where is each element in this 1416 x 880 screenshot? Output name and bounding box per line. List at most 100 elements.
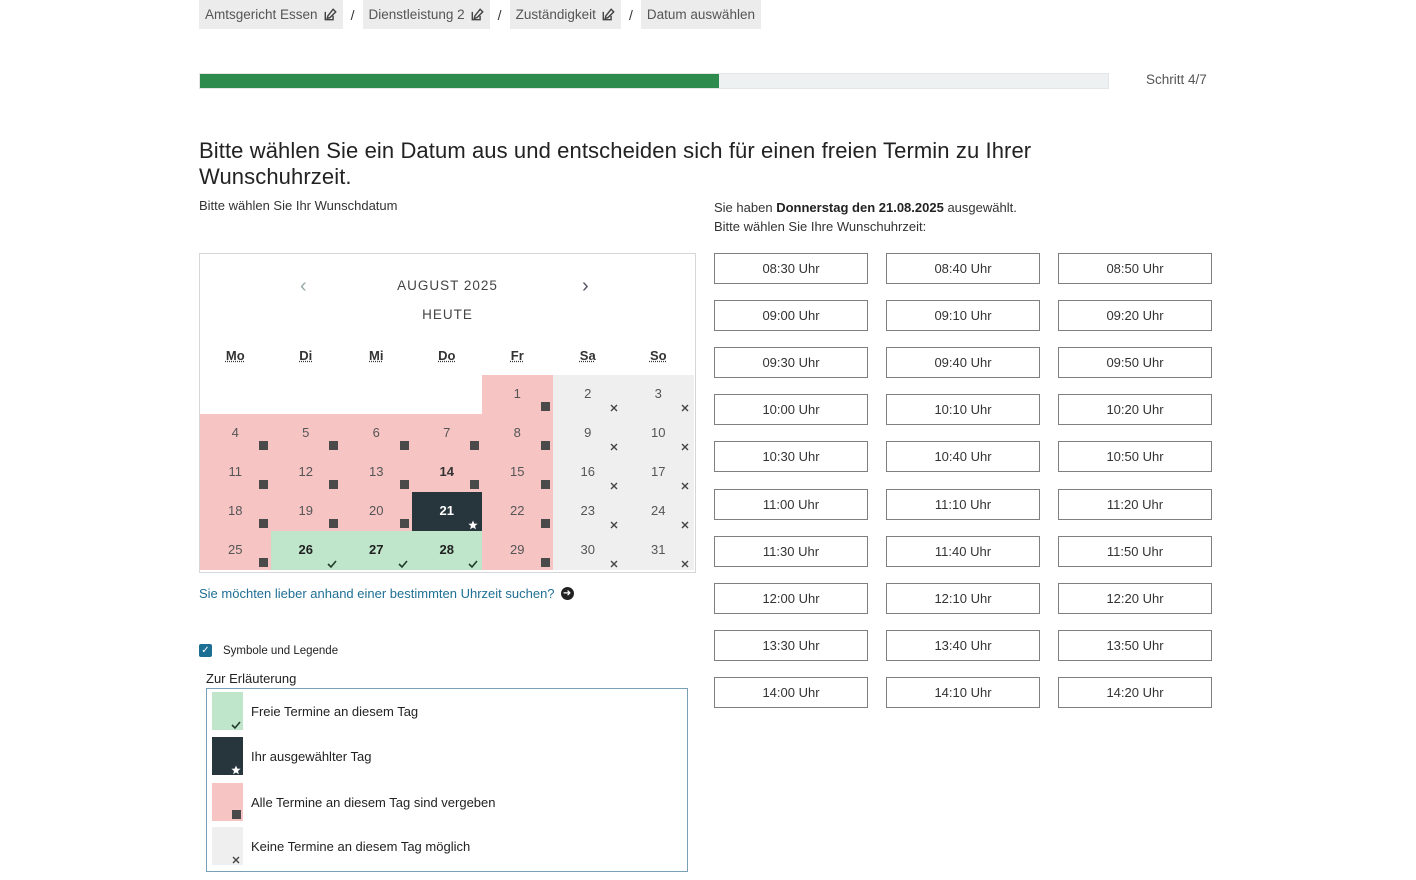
weekday-label: Mo [225, 348, 245, 363]
time-slot-button[interactable]: 11:50 Uhr [1058, 535, 1212, 567]
time-slot-button[interactable]: 12:20 Uhr [1058, 582, 1212, 614]
day-number: 31 [651, 542, 666, 557]
time-slot-button[interactable]: 11:30 Uhr [714, 535, 868, 567]
cross-icon [231, 853, 241, 864]
calendar-day-20: 20 [341, 492, 412, 531]
calendar-day-17: 17 [623, 453, 694, 492]
time-slot-button[interactable]: 09:50 Uhr [1058, 347, 1212, 379]
edit-icon[interactable] [471, 8, 484, 21]
time-slot-button[interactable]: 09:40 Uhr [886, 347, 1040, 379]
calendar-day-19: 19 [270, 492, 341, 531]
cross-icon [609, 557, 619, 568]
legend-item-none: Keine Termine an diesem Tag möglich [212, 827, 470, 865]
calendar-empty-cell [341, 375, 412, 414]
time-slot-button[interactable]: 10:30 Uhr [714, 441, 868, 473]
time-slot-button[interactable]: 09:10 Uhr [886, 300, 1040, 332]
time-slot-button[interactable]: 09:30 Uhr [714, 347, 868, 379]
time-slot-button[interactable]: 12:10 Uhr [886, 582, 1040, 614]
breadcrumb-label: Dienstleistung 2 [368, 7, 465, 22]
day-number: 1 [513, 386, 521, 401]
time-slot-button[interactable]: 13:40 Uhr [886, 629, 1040, 661]
calendar-day-15: 15 [482, 453, 553, 492]
page-title: Bitte wählen Sie ein Datum aus und entsc… [199, 138, 1032, 189]
time-search-label: Sie möchten lieber anhand einer bestimmt… [199, 586, 555, 601]
time-slot-button[interactable]: 12:00 Uhr [714, 582, 868, 614]
calendar-day-11: 11 [200, 453, 271, 492]
prev-month-button[interactable]: ‹ [300, 275, 307, 297]
time-slot-button[interactable]: 11:20 Uhr [1058, 488, 1212, 520]
edit-icon[interactable] [602, 8, 615, 21]
calendar-day-23: 23 [552, 492, 623, 531]
calendar-day-5: 5 [270, 414, 341, 453]
legend: Freie Termine an diesem Tag Ihr ausgewähl… [206, 688, 688, 872]
time-slot-button[interactable]: 08:40 Uhr [886, 253, 1040, 284]
time-slot-button[interactable]: 10:10 Uhr [886, 394, 1040, 426]
day-number: 26 [298, 542, 313, 557]
time-slot-button[interactable]: 08:50 Uhr [1058, 253, 1212, 284]
time-slot-button[interactable]: 14:10 Uhr [886, 676, 1040, 708]
legend-item-selected: Ihr ausgewählter Tag [212, 737, 371, 775]
breadcrumb-item[interactable]: Zuständigkeit [509, 0, 621, 29]
legend-checkbox[interactable]: ✓ [199, 644, 212, 657]
cross-icon [609, 440, 619, 451]
time-slot-button[interactable]: 08:30 Uhr [714, 253, 868, 284]
time-slot-button[interactable]: 09:20 Uhr [1058, 300, 1212, 332]
time-slot-button[interactable]: 10:00 Uhr [714, 394, 868, 426]
arrow-right-circle-icon: ➜ [560, 587, 574, 600]
calendar-day-6: 6 [341, 414, 412, 453]
day-number: 19 [298, 503, 313, 518]
progress-bar [199, 73, 1109, 89]
calendar-day-29: 29 [482, 531, 553, 570]
time-slot-button[interactable]: 13:50 Uhr [1058, 629, 1212, 661]
time-slot-button[interactable]: 14:20 Uhr [1058, 676, 1212, 708]
star-icon [468, 518, 478, 530]
day-number: 30 [580, 542, 595, 557]
cross-icon [609, 518, 619, 529]
time-slot-button[interactable]: 09:00 Uhr [714, 300, 868, 332]
day-number: 23 [580, 503, 595, 518]
square-icon [540, 441, 550, 450]
day-number: 14 [439, 464, 454, 479]
weekday-label: Sa [579, 348, 596, 363]
time-slot-button[interactable]: 10:50 Uhr [1058, 441, 1212, 473]
time-slot-button[interactable]: 11:10 Uhr [886, 488, 1040, 520]
time-slot-button[interactable]: 13:30 Uhr [714, 629, 868, 661]
cross-icon [680, 440, 690, 451]
square-icon [258, 519, 268, 528]
time-search-link[interactable]: Sie möchten lieber anhand einer bestimmt… [199, 586, 574, 601]
weekday-label: Mi [369, 348, 384, 363]
cross-icon [680, 518, 690, 529]
time-slot-button[interactable]: 10:40 Uhr [886, 441, 1040, 473]
breadcrumb-separator: / [628, 6, 633, 23]
check-icon [468, 557, 478, 569]
time-slot-button[interactable]: 14:00 Uhr [714, 676, 868, 708]
breadcrumb-item[interactable]: Amtsgericht Essen [199, 0, 343, 29]
calendar-day-28[interactable]: 28 [411, 531, 482, 570]
day-number: 17 [651, 464, 666, 479]
day-number: 5 [302, 425, 310, 440]
time-slot-button[interactable]: 11:40 Uhr [886, 535, 1040, 567]
day-number: 12 [298, 464, 313, 479]
day-number: 24 [651, 503, 666, 518]
legend-swatch [212, 783, 243, 821]
time-slot-button[interactable]: 11:00 Uhr [714, 488, 868, 520]
calendar-day-26[interactable]: 26 [270, 531, 341, 570]
time-slot-button[interactable]: 10:20 Uhr [1058, 394, 1212, 426]
next-month-button[interactable]: › [582, 275, 589, 297]
date-prompt: Bitte wählen Sie Ihr Wunschdatum [199, 198, 398, 213]
day-number: 4 [231, 425, 239, 440]
calendar-day-27[interactable]: 27 [341, 531, 412, 570]
calendar-day-21[interactable]: 21 [411, 492, 482, 531]
square-icon [329, 441, 338, 450]
edit-icon[interactable] [324, 8, 337, 21]
check-icon [397, 557, 408, 569]
today-button[interactable]: HEUTE [422, 307, 473, 322]
square-icon [399, 480, 409, 489]
breadcrumb-item[interactable]: Dienstleistung 2 [362, 0, 490, 29]
breadcrumb-separator: / [497, 6, 502, 23]
legend-toggle[interactable]: ✓ Symbole und Legende [199, 644, 338, 657]
weekday-label: Di [299, 348, 313, 363]
calendar-day-13: 13 [341, 453, 412, 492]
legend-label: Alle Termine an diesem Tag sind vergeben [251, 794, 496, 810]
